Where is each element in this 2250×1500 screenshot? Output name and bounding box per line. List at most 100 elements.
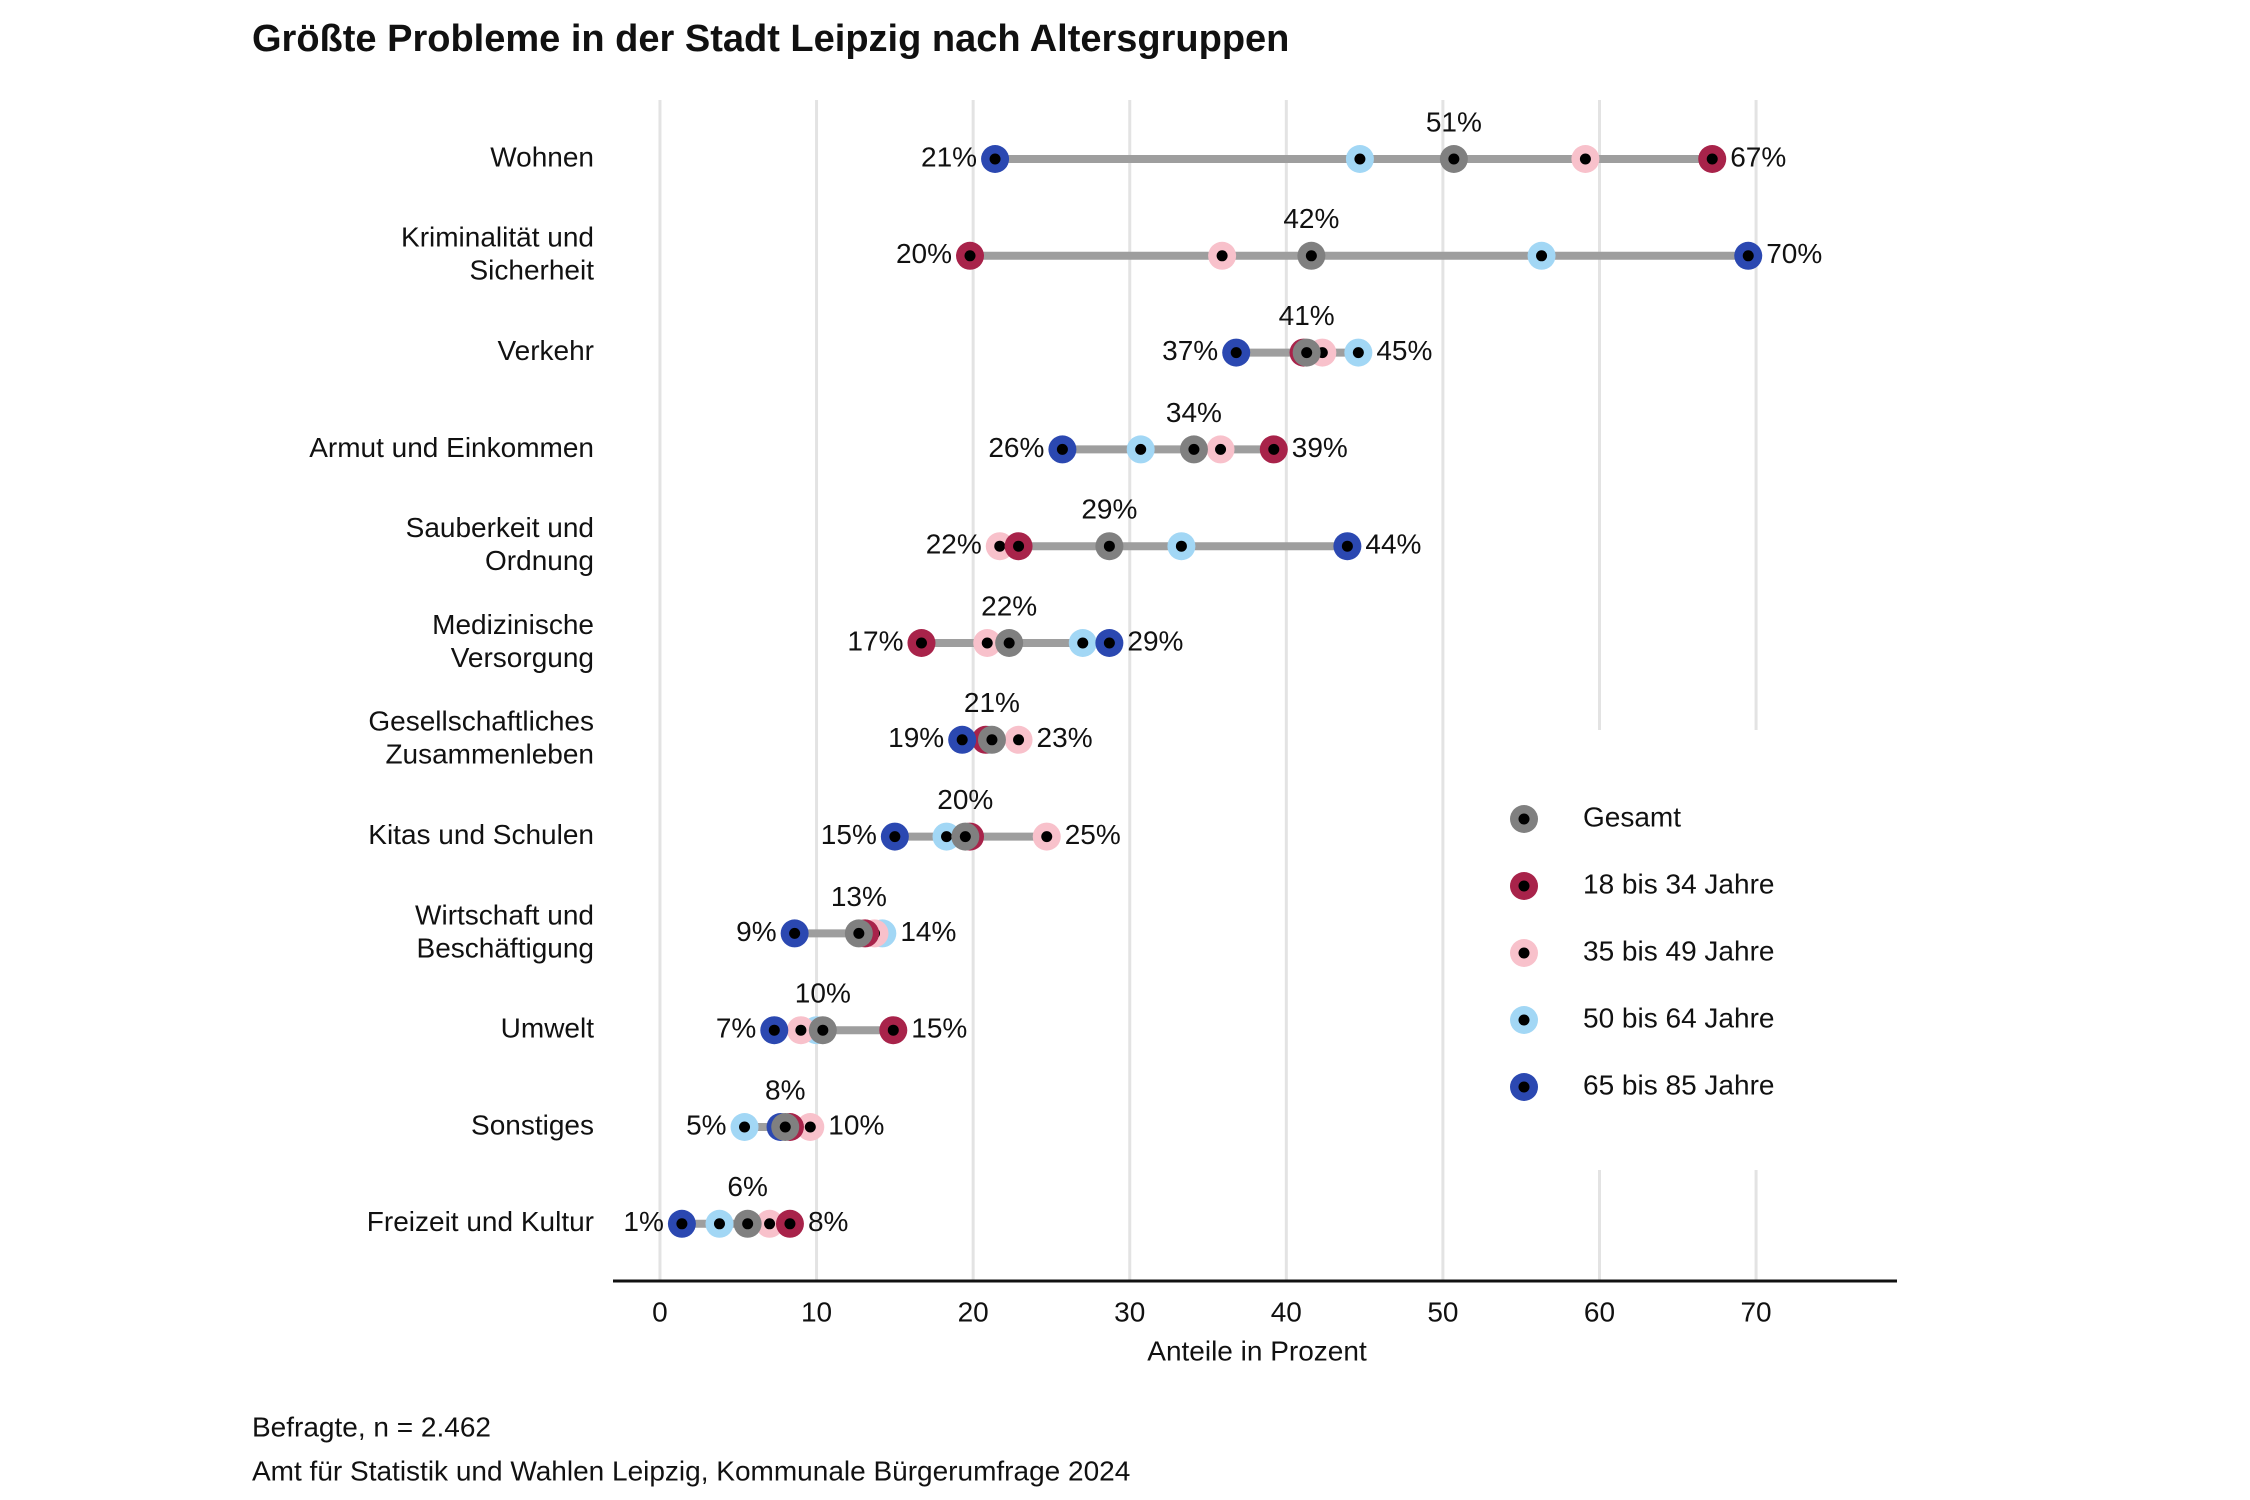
inner-dot: [986, 734, 998, 746]
legend-label: Gesamt: [1583, 801, 1681, 832]
x-tick-label: 30: [1114, 1296, 1145, 1327]
x-tick-label: 20: [958, 1296, 989, 1327]
inner-dot: [817, 1024, 829, 1036]
inner-dot: [1268, 443, 1280, 455]
inner-dot: [1742, 250, 1754, 262]
inner-dot: [1188, 443, 1200, 455]
value-label: 37%: [1162, 335, 1218, 366]
value-label: 22%: [926, 529, 982, 560]
inner-dot: [1354, 153, 1366, 165]
category-label: Kriminalität und: [401, 222, 594, 253]
inner-dot: [1103, 540, 1115, 552]
value-label: 21%: [964, 687, 1020, 718]
value-label: 41%: [1279, 300, 1335, 331]
category-label: Ordnung: [485, 545, 594, 576]
category-label: Kitas und Schulen: [368, 819, 594, 850]
inner-dot: [676, 1218, 688, 1230]
inner-dot: [1041, 831, 1053, 843]
value-label: 19%: [888, 722, 944, 753]
inner-dot: [1706, 153, 1718, 165]
inner-dot: [1579, 153, 1591, 165]
value-label: 10%: [795, 978, 851, 1009]
inner-dot: [1103, 637, 1115, 649]
category-label: Sonstiges: [471, 1109, 594, 1140]
inner-dot: [742, 1218, 754, 1230]
inner-dot: [1448, 153, 1460, 165]
inner-dot: [1518, 1014, 1530, 1026]
inner-dot: [994, 540, 1006, 552]
value-label: 25%: [1065, 819, 1121, 850]
value-label: 29%: [1081, 494, 1137, 525]
inner-dot: [784, 1218, 796, 1230]
value-label: 7%: [716, 1013, 756, 1044]
inner-dot: [915, 637, 927, 649]
inner-dot: [1301, 347, 1313, 359]
x-tick-label: 70: [1740, 1296, 1771, 1327]
inner-dot: [779, 1121, 791, 1133]
value-label: 5%: [686, 1109, 726, 1140]
inner-dot: [1518, 947, 1530, 959]
category-label: Wirtschaft und: [415, 899, 594, 930]
category-label: Beschäftigung: [417, 932, 594, 963]
category-label: Gesellschaftliches: [368, 706, 594, 737]
category-label: Verkehr: [498, 335, 595, 366]
value-label: 20%: [896, 238, 952, 269]
value-label: 13%: [831, 881, 887, 912]
inner-dot: [789, 927, 801, 939]
inner-dot: [964, 250, 976, 262]
value-label: 26%: [988, 432, 1044, 463]
inner-dot: [768, 1024, 780, 1036]
value-label: 15%: [821, 819, 877, 850]
inner-dot: [887, 1024, 899, 1036]
category-label: Sicherheit: [469, 255, 594, 286]
value-label: 29%: [1127, 625, 1183, 656]
inner-dot: [959, 831, 971, 843]
value-label: 15%: [911, 1013, 967, 1044]
inner-dot: [981, 637, 993, 649]
inner-dot: [1003, 637, 1015, 649]
inner-dot: [1341, 540, 1353, 552]
inner-dot: [795, 1024, 807, 1036]
inner-dot: [1135, 443, 1147, 455]
x-tick-label: 0: [652, 1296, 668, 1327]
value-label: 44%: [1365, 529, 1421, 560]
value-label: 17%: [847, 625, 903, 656]
inner-dot: [804, 1121, 816, 1133]
inner-dot: [1518, 813, 1530, 825]
category-label: Zusammenleben: [385, 739, 594, 770]
inner-dot: [989, 153, 1001, 165]
legend-label: 65 bis 85 Jahre: [1583, 1069, 1774, 1100]
category-label: Freizeit und Kultur: [367, 1206, 594, 1237]
value-label: 67%: [1730, 141, 1786, 172]
category-label: Armut und Einkommen: [309, 432, 594, 463]
inner-dot: [1518, 880, 1530, 892]
value-label: 42%: [1283, 203, 1339, 234]
inner-dot: [764, 1218, 776, 1230]
x-tick-label: 60: [1584, 1296, 1615, 1327]
x-tick-label: 50: [1427, 1296, 1458, 1327]
value-label: 39%: [1292, 432, 1348, 463]
inner-dot: [941, 831, 953, 843]
value-label: 20%: [937, 784, 993, 815]
inner-dot: [1216, 250, 1228, 262]
inner-dot: [889, 831, 901, 843]
inner-dot: [853, 927, 865, 939]
value-label: 51%: [1426, 106, 1482, 137]
inner-dot: [1305, 250, 1317, 262]
category-label: Umwelt: [501, 1013, 595, 1044]
value-label: 23%: [1037, 722, 1093, 753]
value-label: 21%: [921, 141, 977, 172]
note: Befragte, n = 2.462: [252, 1411, 491, 1442]
value-label: 14%: [900, 916, 956, 947]
value-label: 45%: [1376, 335, 1432, 366]
inner-dot: [1536, 250, 1548, 262]
chart-title: Größte Probleme in der Stadt Leipzig nac…: [252, 18, 1289, 60]
category-label: Sauberkeit und: [406, 512, 594, 543]
value-label: 8%: [765, 1074, 805, 1105]
value-label: 8%: [808, 1206, 848, 1237]
value-label: 6%: [727, 1171, 767, 1202]
note: Amt für Statistik und Wahlen Leipzig, Ko…: [252, 1455, 1130, 1486]
x-axis-label: Anteile in Prozent: [1147, 1335, 1367, 1366]
